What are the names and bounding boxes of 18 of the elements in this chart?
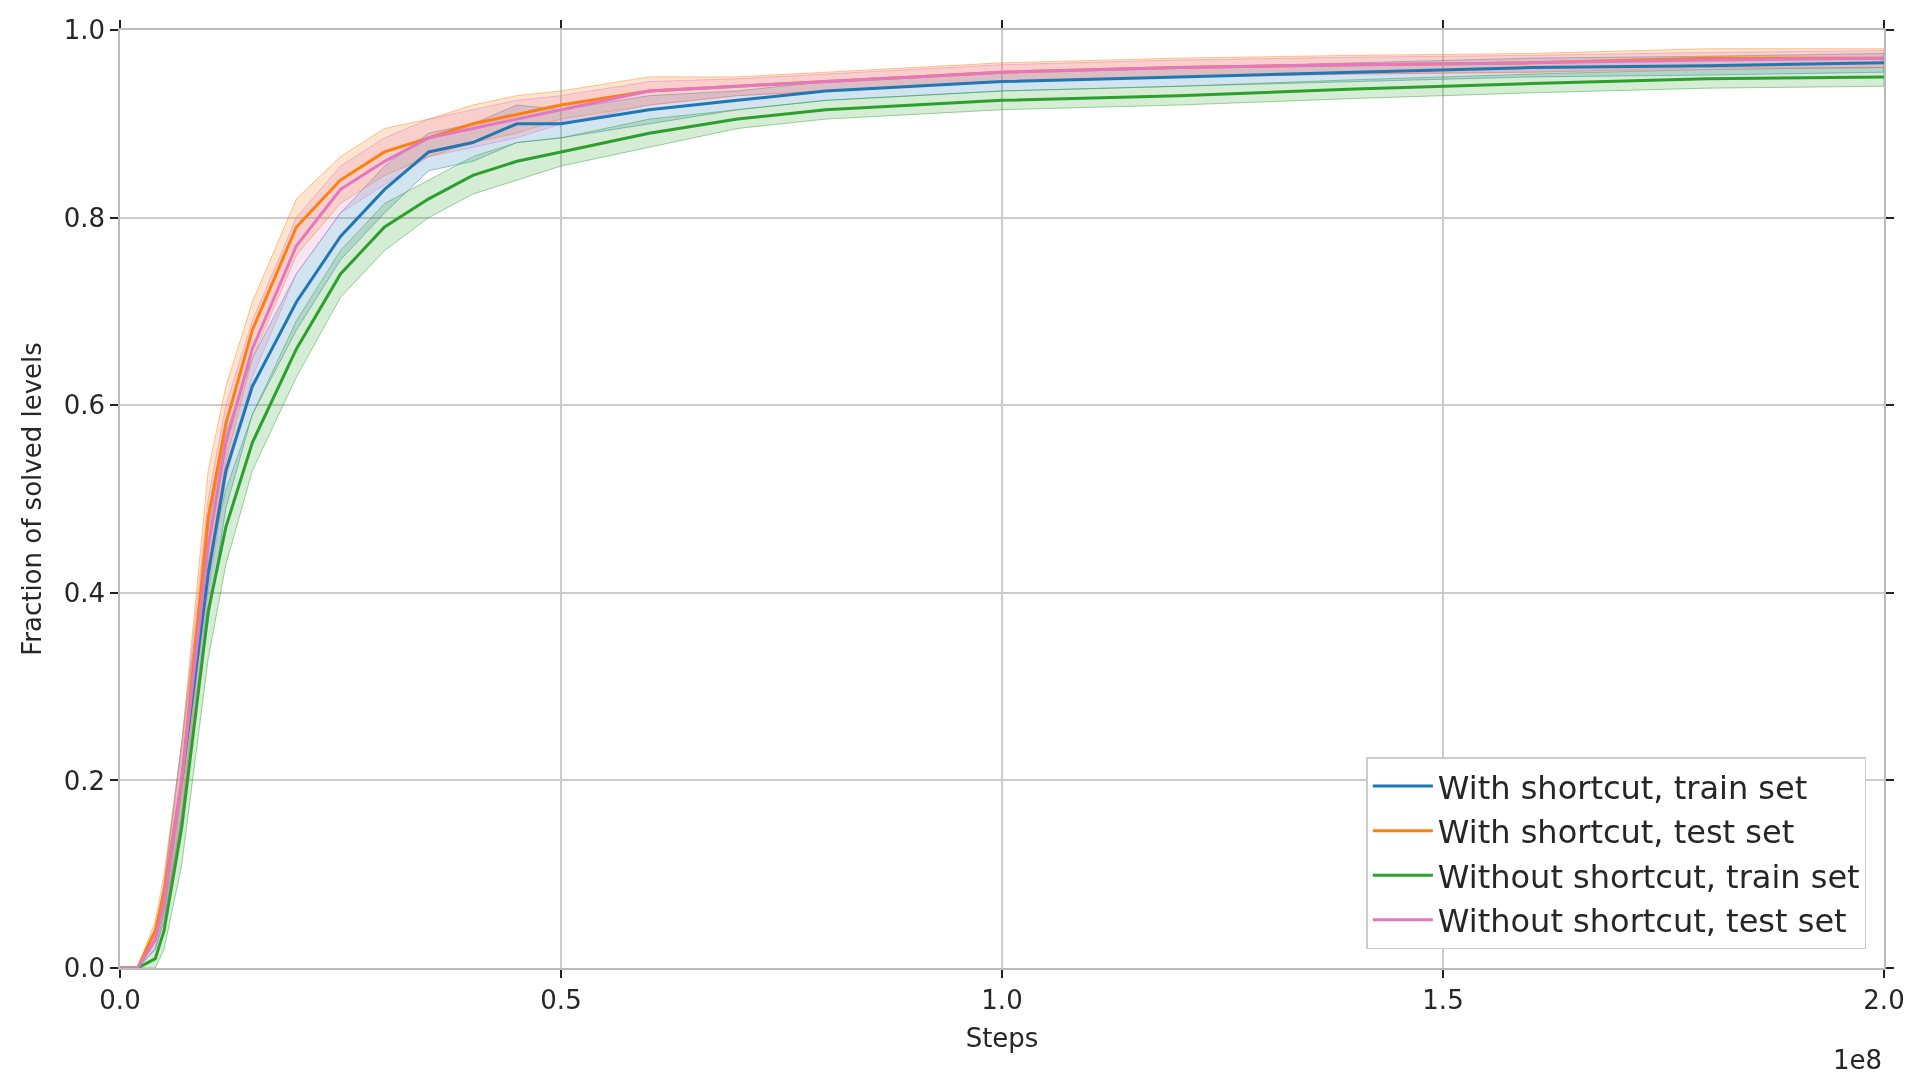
y-tick-label: 0.6: [63, 390, 106, 421]
y-tick-label: 0.0: [63, 953, 106, 984]
x-tick-label: 0.0: [99, 984, 141, 1015]
y-tick-label: 1.0: [63, 15, 106, 46]
y-tick-label: 0.8: [63, 202, 106, 233]
x-tick-label: 1.5: [1422, 984, 1464, 1015]
y-axis-title: Fraction of solved levels: [16, 342, 47, 656]
y-tick-label: 0.2: [63, 765, 106, 796]
legend-label: With shortcut, test set: [1437, 813, 1795, 852]
legend-label: With shortcut, train set: [1437, 768, 1808, 807]
y-tick-label: 0.4: [63, 577, 106, 608]
legend-label: Without shortcut, test set: [1437, 902, 1847, 941]
x-tick-label: 1.0: [981, 984, 1023, 1015]
x-tick-label: 0.5: [540, 984, 582, 1015]
x-tick-label: 2.0: [1863, 984, 1905, 1015]
text: 1e8: [1833, 1045, 1883, 1075]
legend-label: Without shortcut, train set: [1437, 857, 1860, 896]
x-axis-title: Steps: [965, 1023, 1039, 1054]
